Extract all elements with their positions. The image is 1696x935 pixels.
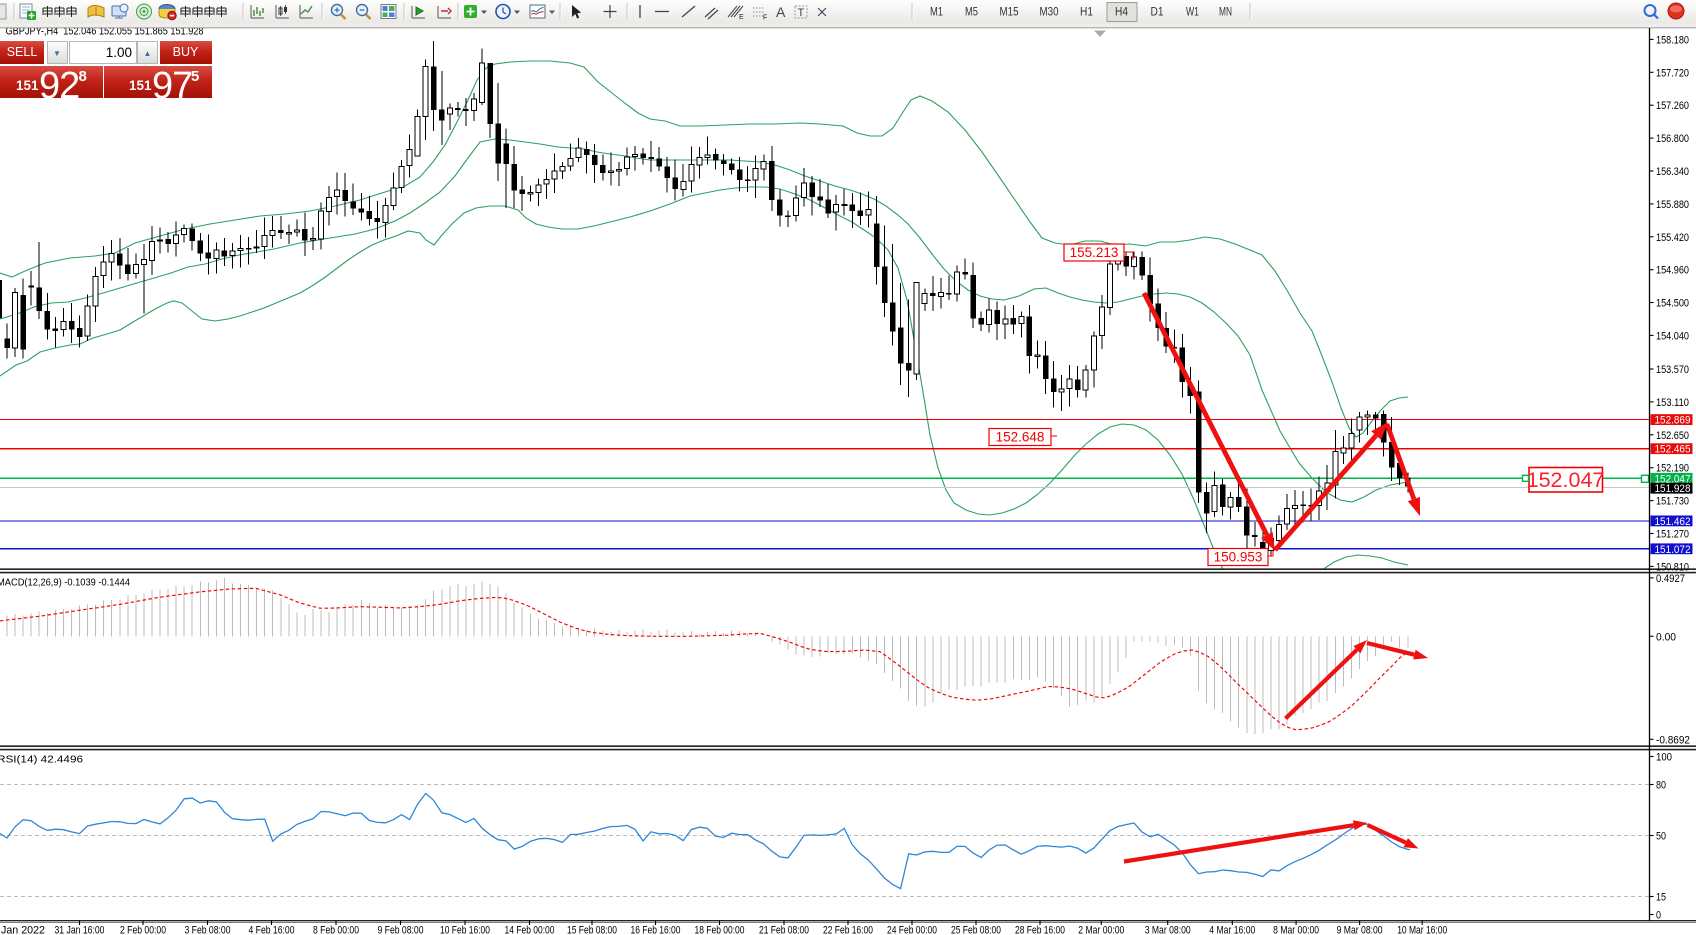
svg-text:150.810: 150.810 (1656, 561, 1689, 573)
svg-text:8 Feb 00:00: 8 Feb 00:00 (313, 925, 359, 935)
svg-text:2 Feb 00:00: 2 Feb 00:00 (120, 925, 166, 935)
svg-text:3 Mar 08:00: 3 Mar 08:00 (1145, 925, 1191, 935)
svg-text:8 Mar 00:00: 8 Mar 00:00 (1273, 925, 1319, 935)
svg-text:157.720: 157.720 (1656, 67, 1689, 79)
svg-text:152.869: 152.869 (1655, 415, 1691, 427)
svg-text:H1: H1 (1080, 7, 1093, 19)
svg-text:151.730: 151.730 (1656, 496, 1689, 508)
svg-text:W1: W1 (1186, 7, 1199, 19)
svg-text:4 Feb 16:00: 4 Feb 16:00 (249, 925, 295, 935)
svg-text:H4: H4 (1115, 7, 1129, 19)
svg-text:15 Feb 08:00: 15 Feb 08:00 (567, 925, 617, 935)
svg-text:15: 15 (1656, 892, 1666, 904)
svg-text:3 Feb 08:00: 3 Feb 08:00 (185, 925, 231, 935)
svg-text:E: E (739, 14, 744, 21)
svg-text:RSI(14) 42.4496: RSI(14) 42.4496 (0, 754, 83, 766)
svg-text:18 Feb 00:00: 18 Feb 00:00 (695, 925, 745, 935)
svg-text:155.213: 155.213 (1070, 245, 1119, 260)
svg-text:10 Feb 16:00: 10 Feb 16:00 (440, 925, 490, 935)
svg-text:155.420: 155.420 (1656, 232, 1689, 244)
svg-text:F: F (763, 15, 767, 22)
svg-text:D1: D1 (1151, 7, 1164, 19)
svg-text:M30: M30 (1040, 7, 1059, 19)
svg-text:9 Mar 08:00: 9 Mar 08:00 (1337, 925, 1383, 935)
svg-text:151.072: 151.072 (1655, 544, 1691, 556)
svg-text:152.190: 152.190 (1656, 463, 1689, 475)
svg-text:153.110: 153.110 (1656, 397, 1689, 409)
svg-text:152.650: 152.650 (1656, 430, 1689, 442)
svg-text:28 Feb 16:00: 28 Feb 16:00 (1015, 925, 1065, 935)
svg-text:156.340: 156.340 (1656, 166, 1689, 178)
svg-text:T: T (798, 7, 805, 19)
svg-text:80: 80 (1656, 780, 1666, 792)
svg-text:154.040: 154.040 (1656, 330, 1689, 342)
svg-text:157.260: 157.260 (1656, 100, 1689, 112)
svg-text:10 Mar 16:00: 10 Mar 16:00 (1397, 925, 1447, 935)
svg-text:31 Jan 16:00: 31 Jan 16:00 (55, 925, 105, 935)
svg-text:153.570: 153.570 (1656, 364, 1689, 376)
svg-text:0: 0 (1656, 910, 1661, 922)
svg-text:151.928: 151.928 (1655, 483, 1691, 495)
svg-text:150.953: 150.953 (1214, 550, 1263, 565)
svg-text:4 Mar 16:00: 4 Mar 16:00 (1209, 925, 1255, 935)
svg-text:50: 50 (1656, 831, 1666, 843)
svg-text:25 Feb 08:00: 25 Feb 08:00 (951, 925, 1001, 935)
svg-text:14 Feb 00:00: 14 Feb 00:00 (505, 925, 555, 935)
svg-text:152.047: 152.047 (1655, 473, 1691, 485)
svg-text:M5: M5 (965, 7, 978, 19)
svg-text:152.047: 152.047 (1527, 468, 1605, 492)
svg-text:152.648: 152.648 (996, 430, 1045, 445)
svg-text:2 Mar 00:00: 2 Mar 00:00 (1078, 925, 1124, 935)
svg-text:9 Feb 08:00: 9 Feb 08:00 (378, 925, 424, 935)
svg-text:156.800: 156.800 (1656, 133, 1689, 145)
svg-text:-0.8692: -0.8692 (1656, 734, 1690, 746)
svg-text:151.462: 151.462 (1655, 516, 1691, 528)
svg-text:MACD(12,26,9) -0.1039 -0.1444: MACD(12,26,9) -0.1039 -0.1444 (0, 577, 130, 589)
svg-text:155.880: 155.880 (1656, 199, 1689, 211)
svg-text:16 Feb 16:00: 16 Feb 16:00 (631, 925, 681, 935)
svg-text:Jan 2022: Jan 2022 (1, 925, 45, 935)
svg-text:0.4927: 0.4927 (1656, 573, 1685, 585)
svg-text:21 Feb 08:00: 21 Feb 08:00 (759, 925, 809, 935)
svg-text:0.00: 0.00 (1656, 631, 1676, 643)
svg-text:158.180: 158.180 (1656, 34, 1689, 46)
svg-text:151.270: 151.270 (1656, 529, 1689, 541)
svg-text:GBPJPY-,H4 152.046 152.055 15: GBPJPY-,H4 152.046 152.055 151.865 151.9… (6, 26, 204, 38)
svg-text:M1: M1 (930, 7, 943, 19)
svg-text:154.960: 154.960 (1656, 265, 1689, 277)
svg-text:100: 100 (1656, 752, 1672, 764)
svg-text:154.500: 154.500 (1656, 298, 1689, 310)
svg-text:A: A (776, 4, 786, 20)
svg-text:22 Feb 16:00: 22 Feb 16:00 (823, 925, 873, 935)
svg-text:152.465: 152.465 (1655, 444, 1691, 456)
svg-text:24 Feb 00:00: 24 Feb 00:00 (887, 925, 937, 935)
svg-text:M15: M15 (1000, 7, 1019, 19)
svg-text:MN: MN (1219, 7, 1232, 19)
